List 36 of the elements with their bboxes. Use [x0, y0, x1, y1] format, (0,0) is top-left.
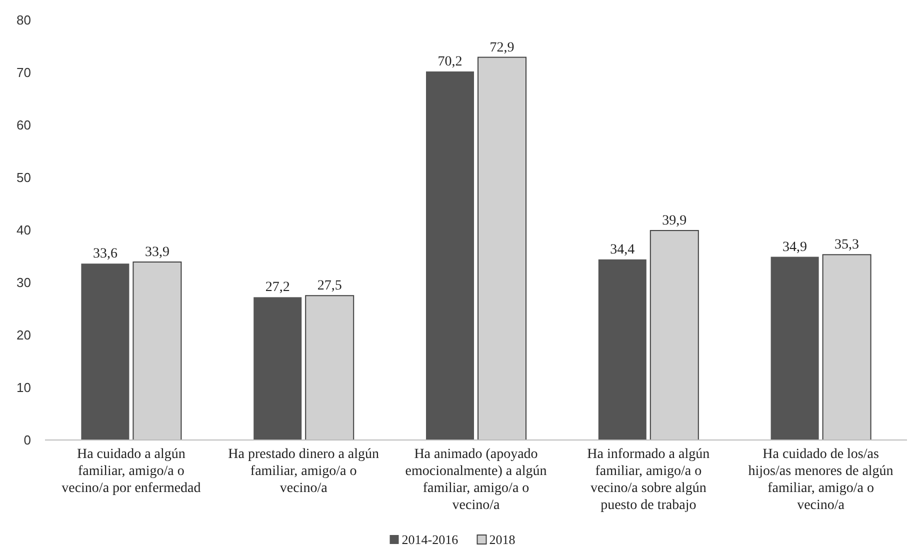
- y-tick-label: 0: [24, 432, 31, 448]
- x-tick-label: Ha cuidado a algún familiar, amigo/a o vecino/a por enfermedad: [62, 447, 201, 496]
- data-label: 27,2: [265, 280, 290, 296]
- x-tick-label: Ha animado (apoyado emocionalmente) a algún familiar, amigo/a o vecino/a: [405, 447, 547, 513]
- data-label: 72,9: [490, 40, 514, 56]
- y-tick-label: 10: [16, 380, 31, 396]
- y-tick-label: 30: [16, 275, 31, 290]
- y-tick-label: 20: [16, 328, 31, 343]
- data-label: 34,9: [782, 240, 808, 255]
- legend-label: 2018: [489, 532, 516, 547]
- data-label: 39,9: [662, 214, 687, 229]
- bar: [254, 297, 302, 440]
- bar: [650, 230, 699, 440]
- legend-label: 2014-2016: [402, 532, 459, 547]
- x-tick-label: Ha prestado dinero a algún familiar, amigo/a o vecino/a: [228, 447, 380, 496]
- y-tick-label: 80: [16, 12, 31, 28]
- bar: [305, 295, 354, 440]
- y-tick-label: 70: [16, 65, 31, 80]
- bar: [822, 254, 872, 440]
- data-label: 33,9: [144, 245, 170, 260]
- data-label: 27,5: [317, 278, 342, 294]
- bar: [478, 56, 526, 440]
- data-label: 35,3: [834, 238, 860, 253]
- y-tick-label: 60: [16, 118, 31, 133]
- data-label: 34,4: [610, 242, 635, 258]
- y-tick-label: 50: [16, 170, 31, 186]
- x-tick-label: Ha cuidado de los/as hijos/as menores de algún familiar, amigo/a o vecino/a: [748, 447, 894, 513]
- bar: [81, 264, 130, 440]
- bar: [598, 259, 646, 440]
- x-tick-label: Ha informado a algún familiar, amigo/a o vecino/a sobre algún puesto de trabajo: [587, 447, 710, 513]
- bar: [426, 71, 474, 440]
- bar: [132, 262, 182, 440]
- y-tick-label: 40: [16, 222, 31, 238]
- bar: [770, 256, 819, 440]
- data-label: 33,6: [92, 246, 118, 262]
- data-label: 70,2: [438, 54, 462, 70]
